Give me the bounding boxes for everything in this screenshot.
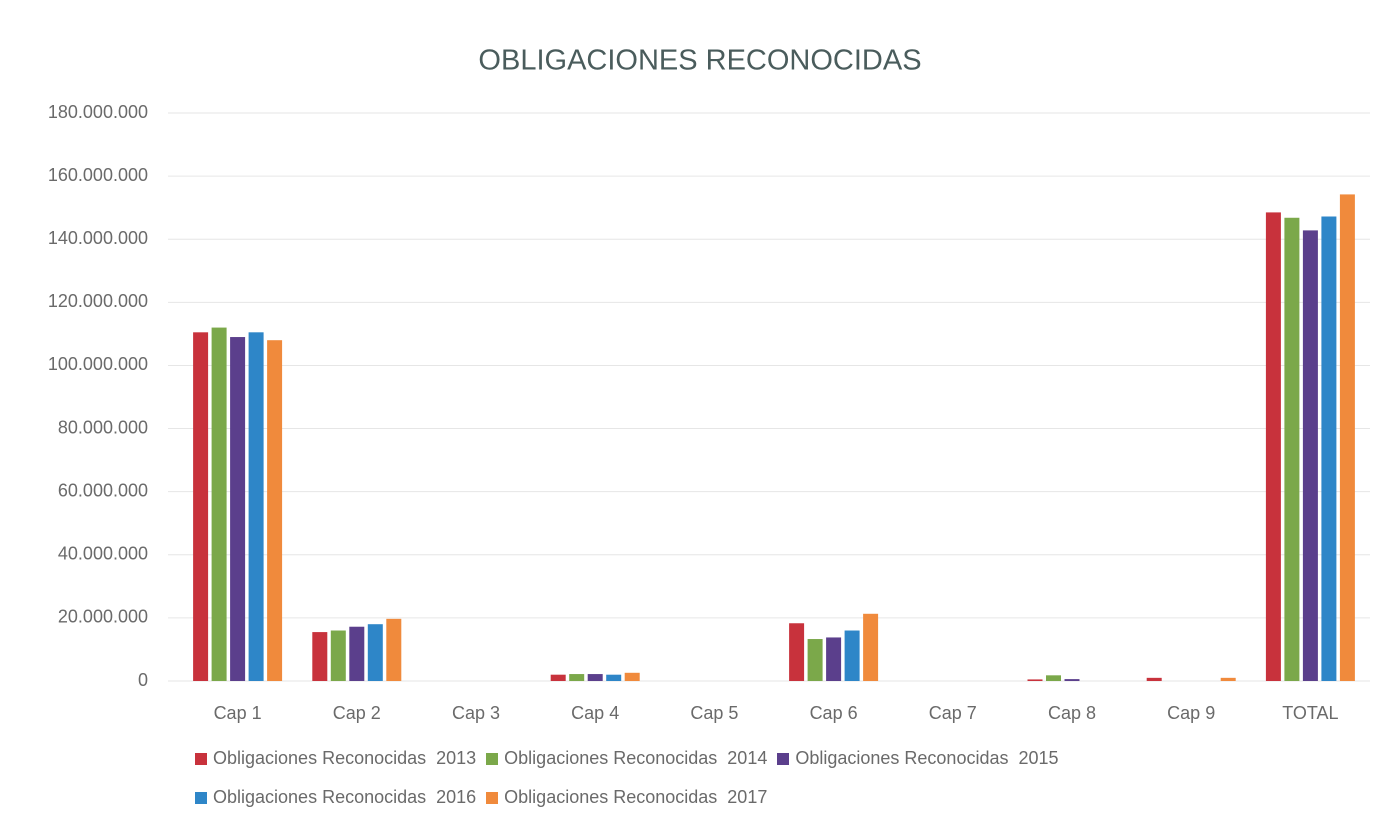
bar <box>826 637 842 681</box>
bar <box>1339 194 1355 681</box>
x-tick-label: Cap 3 <box>452 703 500 723</box>
legend-item: Obligaciones Reconocidas 2014 <box>486 748 767 769</box>
y-tick-label: 80.000.000 <box>58 417 148 437</box>
legend-swatch <box>486 791 499 804</box>
bar <box>624 672 640 681</box>
legend-label: Obligaciones Reconocidas 2015 <box>795 748 1059 768</box>
legend-item: Obligaciones Reconocidas 2013 <box>195 748 476 769</box>
bar <box>844 630 860 681</box>
legend-swatch <box>486 752 499 765</box>
x-tick-label: Cap 2 <box>333 703 381 723</box>
legend-label: Obligaciones Reconocidas 2017 <box>504 787 768 807</box>
y-tick-label: 40.000.000 <box>58 544 148 564</box>
bar <box>386 618 402 681</box>
chart-title: OBLIGACIONES RECONOCIDAS <box>478 45 921 77</box>
bar <box>267 340 283 681</box>
x-tick-label: Cap 8 <box>1048 703 1096 723</box>
bar <box>789 623 805 681</box>
bar <box>330 630 346 681</box>
bar <box>569 674 585 681</box>
legend: Obligaciones Reconocidas 2013 Obligacione… <box>195 748 1235 808</box>
bar <box>248 332 264 681</box>
bar <box>230 337 246 681</box>
bar <box>1046 675 1061 681</box>
legend-label: Obligaciones Reconocidas 2016 <box>213 787 477 807</box>
x-tick-label: TOTAL <box>1282 703 1338 723</box>
bar <box>211 327 227 681</box>
bar <box>1321 216 1337 681</box>
bar <box>312 632 328 681</box>
y-tick-label: 0 <box>138 670 148 690</box>
bar <box>1027 679 1043 681</box>
legend-item: Obligaciones Reconocidas 2015 <box>777 748 1059 769</box>
bar <box>193 332 209 681</box>
y-tick-label: 160.000.000 <box>48 165 148 185</box>
legend-label: Obligaciones Reconocidas 2014 <box>504 748 768 768</box>
bar <box>1284 217 1300 681</box>
legend-swatch <box>195 791 207 804</box>
bar <box>1265 212 1281 681</box>
bar <box>606 674 622 681</box>
y-tick-label: 100.000.000 <box>48 354 148 374</box>
bar <box>1302 230 1318 682</box>
x-tick-label: Cap 9 <box>1167 703 1215 723</box>
legend-swatch <box>195 752 207 765</box>
y-tick-label: 60.000.000 <box>58 480 148 500</box>
legend-swatch <box>777 752 790 765</box>
bar <box>587 674 603 681</box>
x-tick-label: Cap 4 <box>571 703 619 723</box>
bar <box>1064 679 1080 681</box>
x-tick-label: Cap 5 <box>690 703 738 723</box>
legend-label: Obligaciones Reconocidas 2013 <box>213 748 477 768</box>
y-tick-label: 120.000.000 <box>48 291 148 311</box>
x-tick-label: Cap 6 <box>810 703 858 723</box>
y-tick-label: 20.000.000 <box>58 607 148 627</box>
bar <box>863 613 879 681</box>
bar <box>807 639 823 681</box>
legend-item: Obligaciones Reconocidas 2016 <box>195 787 476 808</box>
bar <box>349 626 365 681</box>
chart: OBLIGACIONES RECONOCIDAS 0 20.000.000 40.0… <box>48 45 1370 723</box>
bar <box>1146 677 1162 681</box>
y-tick-label: 140.000.000 <box>48 228 148 248</box>
bar <box>1220 677 1236 681</box>
legend-item: Obligaciones Reconocidas 2017 <box>486 787 767 808</box>
y-tick-label: 180.000.000 <box>48 102 148 122</box>
bar <box>550 674 566 681</box>
bar <box>367 624 383 681</box>
x-tick-label: Cap 1 <box>214 703 262 723</box>
x-tick-label: Cap 7 <box>929 703 977 723</box>
